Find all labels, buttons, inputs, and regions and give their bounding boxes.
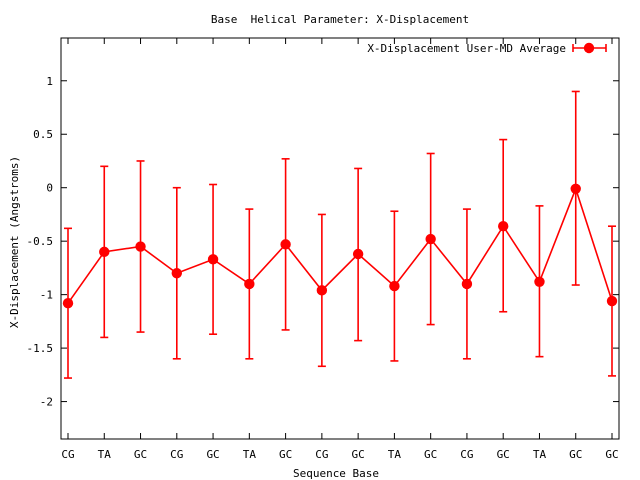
x-tick-label: TA — [388, 448, 402, 461]
chart-title: Base Helical Parameter: X-Displacement — [211, 13, 469, 26]
x-tick-label: CG — [315, 448, 328, 461]
data-point — [244, 278, 255, 290]
data-point — [352, 248, 364, 260]
x-tick-label: GC — [605, 448, 618, 461]
data-point — [461, 278, 473, 290]
y-axis-label: X-Displacement (Angstroms) — [8, 156, 21, 328]
series-line — [67, 186, 613, 304]
x-tick-label: GC — [497, 448, 510, 461]
y-tick-label: 0 — [46, 182, 53, 195]
data-point — [62, 297, 74, 309]
y-tick-label: -0.5 — [27, 235, 54, 248]
data-point — [135, 241, 146, 252]
series-layer — [62, 90, 618, 379]
data-point — [606, 295, 618, 307]
y-tick-label: -2 — [40, 396, 53, 409]
data-point — [389, 280, 400, 292]
x-tick-label: GC — [424, 448, 437, 461]
x-axis-label: Sequence Base — [293, 467, 379, 480]
x-axis-ticks: CG TA GC CG GC TA GC CG GC TA GC CG GC TA GC GC — [61, 38, 619, 461]
x-tick-label: GC — [352, 448, 365, 461]
x-tick-label: CG — [460, 448, 473, 461]
x-tick-label: CG — [61, 448, 74, 461]
data-point — [171, 268, 182, 279]
data-point — [207, 254, 219, 265]
x-tick-label: TA — [243, 448, 257, 461]
x-tick-label: GC — [134, 448, 147, 461]
data-point — [425, 233, 436, 245]
data-point — [316, 285, 328, 296]
x-tick-label: TA — [98, 448, 112, 461]
x-tick-label: CG — [170, 448, 183, 461]
x-tick-label: GC — [279, 448, 292, 461]
data-point — [280, 239, 291, 250]
y-tick-label: 0.5 — [33, 128, 53, 141]
plot-area — [60, 37, 620, 440]
y-tick-label: 1 — [46, 75, 53, 88]
data-point — [534, 276, 545, 288]
data-point — [99, 246, 110, 258]
y-tick-label: -1 — [40, 289, 53, 302]
data-point — [498, 221, 509, 232]
y-axis-ticks: 1 0.5 0 -0.5 -1 -1.5 -2 — [27, 75, 619, 409]
y-tick-label: -1.5 — [27, 342, 54, 355]
data-point — [570, 183, 581, 194]
x-tick-label: GC — [206, 448, 219, 461]
legend-marker — [583, 42, 595, 54]
legend: X-Displacement User-MD Average — [367, 42, 607, 55]
x-tick-label: GC — [569, 448, 582, 461]
legend-label: X-Displacement User-MD Average — [367, 42, 566, 55]
x-tick-label: TA — [533, 448, 547, 461]
